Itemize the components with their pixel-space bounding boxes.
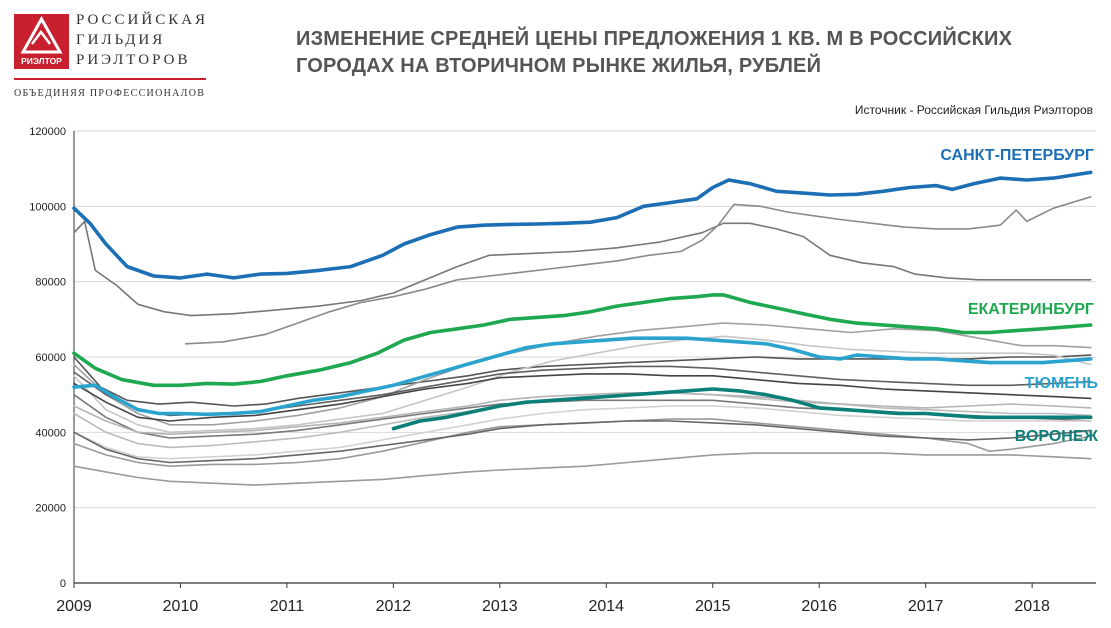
y-tick-label: 60000 bbox=[35, 352, 66, 364]
series-label: ВОРОНЕЖ bbox=[1015, 428, 1099, 445]
x-tick-label: 2014 bbox=[588, 598, 624, 615]
series-line-other bbox=[73, 373, 1092, 422]
x-tick-label: 2009 bbox=[56, 598, 92, 615]
x-tick-label: 2016 bbox=[801, 598, 837, 615]
x-tick-label: 2015 bbox=[695, 598, 731, 615]
y-tick-label: 0 bbox=[60, 578, 66, 590]
logo-emblem: РИЭЛТОР bbox=[14, 14, 69, 69]
logo-wordmark: РОССИЙСКАЯ ГИЛЬДИЯ РИЭЛТОРОВ bbox=[76, 10, 208, 70]
x-tick-label: 2011 bbox=[270, 598, 305, 615]
y-tick-label: 40000 bbox=[35, 427, 66, 439]
series-line-other bbox=[73, 220, 1092, 317]
series-label: ТЮМЕНЬ bbox=[1025, 375, 1098, 392]
chart-title-line-1: ИЗМЕНЕНИЕ СРЕДНЕЙ ЦЕНЫ ПРЕДЛОЖЕНИЯ 1 КВ.… bbox=[296, 28, 1013, 50]
y-tick-label: 20000 bbox=[35, 503, 66, 515]
chart-title-line-2: ГОРОДАХ НА ВТОРИЧНОМ РЫНКЕ ЖИЛЬЯ, РУБЛЕЙ bbox=[296, 55, 822, 77]
logo-divider bbox=[14, 78, 206, 80]
logo-badge-text: РИЭЛТОР bbox=[21, 56, 62, 66]
series-label: САНКТ-ПЕТЕРБУРГ bbox=[940, 147, 1094, 164]
series-line-other bbox=[185, 196, 1092, 345]
series-line-other bbox=[73, 452, 1092, 486]
logo-arrow-icon bbox=[31, 29, 51, 45]
series-line-highlight bbox=[391, 387, 1093, 431]
series-line-other bbox=[73, 418, 1092, 467]
series-line-other bbox=[73, 405, 1092, 460]
y-tick-label: 80000 bbox=[35, 277, 66, 289]
logo-line-3: РИЭЛТОРОВ bbox=[76, 52, 191, 68]
logo-tagline: ОБЪЕДИНЯЯ ПРОФЕССИОНАЛОВ bbox=[14, 88, 206, 99]
series-line-other bbox=[73, 335, 1092, 434]
logo-line-1: РОССИЙСКАЯ bbox=[76, 12, 209, 28]
logo-line-2: ГИЛЬДИЯ bbox=[76, 32, 166, 48]
series-label: ЕКАТЕРИНБУРГ bbox=[968, 301, 1094, 318]
chart-title: ИЗМЕНЕНИЕ СРЕДНЕЙ ЦЕНЫ ПРЕДЛОЖЕНИЯ 1 КВ.… bbox=[296, 26, 1012, 80]
y-tick-label: 100000 bbox=[29, 201, 66, 213]
series-line-highlight bbox=[72, 336, 1093, 417]
series-line-other bbox=[73, 420, 1092, 464]
series-line-highlight bbox=[72, 293, 1093, 388]
source-note: Источник - Российская Гильдия Риэлторов bbox=[854, 103, 1093, 117]
y-tick-label: 120000 bbox=[29, 126, 66, 138]
x-tick-label: 2018 bbox=[1014, 598, 1050, 615]
x-tick-label: 2010 bbox=[163, 598, 199, 615]
x-tick-label: 2012 bbox=[376, 598, 412, 615]
x-tick-label: 2013 bbox=[482, 598, 518, 615]
series-line-other bbox=[73, 322, 1092, 426]
x-tick-label: 2017 bbox=[908, 598, 944, 615]
logo-triangle-icon bbox=[20, 15, 63, 54]
logo-background bbox=[14, 14, 69, 69]
series-line-highlight bbox=[72, 170, 1093, 280]
series-line-other bbox=[73, 392, 1092, 435]
